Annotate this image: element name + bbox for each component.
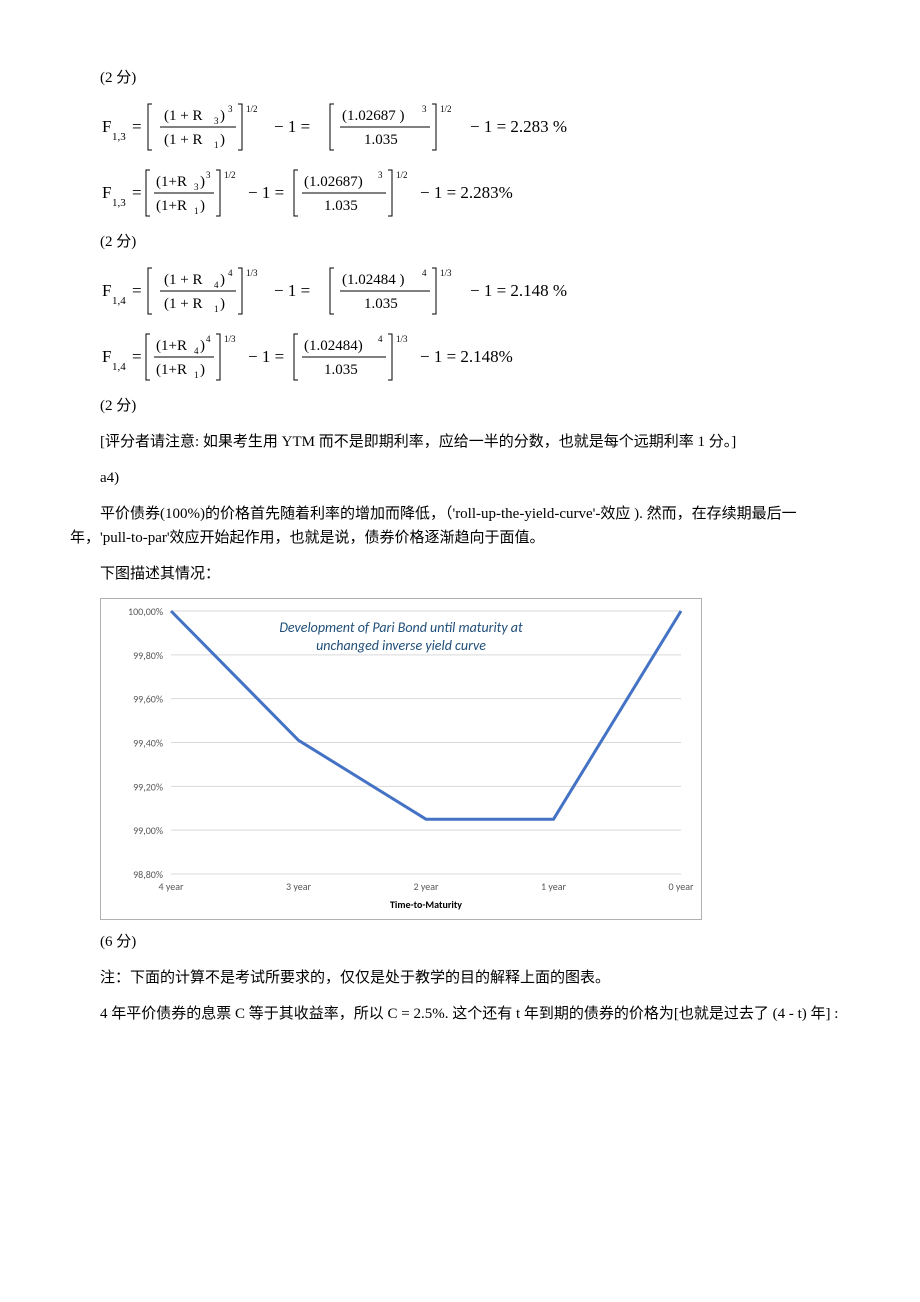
svg-text:3: 3	[228, 104, 233, 114]
svg-text:(1+R: (1+R	[156, 362, 187, 378]
svg-text:1/2: 1/2	[396, 170, 408, 180]
svg-text:=: =	[132, 117, 142, 136]
formula-f13-tight: F 1,3 = (1+R 3 ) 3 (1+R 1 ) 1/2 − 1 = (1…	[102, 164, 850, 222]
svg-text:4: 4	[228, 268, 233, 278]
svg-text:3: 3	[378, 170, 383, 180]
svg-text:1/2: 1/2	[246, 104, 258, 114]
svg-text:− 1 =: − 1 =	[248, 183, 284, 202]
svg-text:3: 3	[422, 104, 427, 114]
svg-text:1.035: 1.035	[324, 198, 358, 214]
svg-text:(1.02484 ): (1.02484 )	[342, 272, 405, 288]
svg-text:): )	[200, 362, 205, 378]
coupon-explain: 4 年平价债券的息票 C 等于其收益率，所以 C = 2.5%. 这个还有 t …	[70, 1002, 850, 1026]
svg-text:(1 + R: (1 + R	[164, 132, 202, 148]
svg-text:(1.02687): (1.02687)	[304, 174, 363, 190]
svg-text:1/3: 1/3	[224, 334, 236, 344]
svg-text:(1 + R: (1 + R	[164, 272, 202, 288]
svg-text:4: 4	[214, 280, 219, 290]
score-2-a: (2 分)	[100, 66, 850, 90]
svg-text:1.035: 1.035	[364, 132, 398, 148]
svg-text:1,4: 1,4	[112, 295, 126, 307]
chart-title: Development of Pari Bond until maturity …	[101, 619, 701, 655]
formula-f14-wide: F 1,4 = (1 + R 4 ) 4 (1 + R 1 ) 1/3 − 1 …	[102, 262, 850, 320]
svg-text:1/3: 1/3	[396, 334, 408, 344]
svg-text:− 1 = 2.148%: − 1 = 2.148%	[420, 347, 513, 366]
formula-f13-wide: F 1,3 = (1 + R 3 ) 3 (1 + R 1 ) 1/2 − 1 …	[102, 98, 850, 156]
svg-text:4: 4	[194, 346, 199, 356]
formula-f14-tight: F 1,4 = (1+R 4 ) 4 (1+R 1 ) 1/3 − 1 = (1…	[102, 328, 850, 386]
svg-text:4: 4	[206, 334, 211, 344]
svg-text:F: F	[102, 183, 111, 202]
svg-text:1/2: 1/2	[440, 104, 452, 114]
note-ytm: [评分者请注意: 如果考生用 YTM 而不是即期利率，应给一半的分数，也就是每个…	[70, 430, 850, 454]
svg-text:): )	[220, 132, 225, 148]
svg-text:1: 1	[194, 206, 199, 216]
svg-text:(1+R: (1+R	[156, 198, 187, 214]
svg-text:99,20%: 99,20%	[133, 780, 163, 793]
score-2-c: (2 分)	[100, 394, 850, 418]
svg-text:=: =	[132, 183, 142, 202]
svg-text:4: 4	[422, 268, 427, 278]
svg-text:): )	[200, 174, 205, 190]
svg-text:): )	[200, 198, 205, 214]
svg-text:): )	[200, 338, 205, 354]
svg-text:99,00%: 99,00%	[133, 824, 163, 837]
svg-text:99,40%: 99,40%	[133, 737, 163, 750]
svg-text:(1.02687 ): (1.02687 )	[342, 108, 405, 124]
svg-text:(1.02484): (1.02484)	[304, 338, 363, 354]
svg-text:99,60%: 99,60%	[133, 693, 163, 706]
svg-text:− 1 =: − 1 =	[274, 117, 310, 136]
svg-text:100,00%: 100,00%	[128, 605, 163, 618]
svg-text:− 1 =: − 1 =	[274, 281, 310, 300]
svg-text:1,3: 1,3	[112, 197, 126, 209]
svg-text:− 1 = 2.283%: − 1 = 2.283%	[420, 183, 513, 202]
svg-text:(1 + R: (1 + R	[164, 296, 202, 312]
svg-text:3: 3	[206, 170, 211, 180]
teaching-note: 注：下面的计算不是考试所要求的，仅仅是处于教学的目的解释上面的图表。	[70, 966, 850, 990]
svg-text:1,4: 1,4	[112, 361, 126, 373]
svg-text:1/3: 1/3	[440, 268, 452, 278]
svg-text:1: 1	[194, 370, 199, 380]
svg-text:1.035: 1.035	[364, 296, 398, 312]
svg-text:− 1 = 2.148 %: − 1 = 2.148 %	[470, 281, 567, 300]
svg-text:0 year: 0 year	[669, 880, 694, 893]
svg-text:): )	[220, 296, 225, 312]
svg-text:F: F	[102, 117, 111, 136]
svg-text:F: F	[102, 281, 111, 300]
svg-text:4 year: 4 year	[159, 880, 184, 893]
svg-text:− 1 = 2.283 %: − 1 = 2.283 %	[470, 117, 567, 136]
svg-text:1 year: 1 year	[541, 880, 566, 893]
svg-text:F: F	[102, 347, 111, 366]
svg-text:2 year: 2 year	[414, 880, 439, 893]
svg-text:=: =	[132, 347, 142, 366]
svg-text:(1 + R: (1 + R	[164, 108, 202, 124]
score-2-b: (2 分)	[100, 230, 850, 254]
chart-title-l1: Development of Pari Bond until maturity …	[279, 619, 522, 636]
svg-text:1/3: 1/3	[246, 268, 258, 278]
svg-text:− 1 =: − 1 =	[248, 347, 284, 366]
svg-text:Time-to-Maturity: Time-to-Maturity	[390, 898, 462, 911]
svg-text:(1+R: (1+R	[156, 338, 187, 354]
svg-text:): )	[220, 108, 225, 124]
svg-text:(1+R: (1+R	[156, 174, 187, 190]
f13-sub: 1,3	[112, 131, 126, 143]
heading-a4: a4)	[70, 466, 850, 490]
svg-text:): )	[220, 272, 225, 288]
svg-text:1: 1	[214, 140, 219, 150]
svg-text:3: 3	[194, 182, 199, 192]
svg-text:1: 1	[214, 304, 219, 314]
par-bond-explain: 平价债券(100%)的价格首先随着利率的增加而降低，（'roll-up-the-…	[70, 502, 850, 550]
svg-text:4: 4	[378, 334, 383, 344]
chart-title-l2: unchanged inverse yield curve	[316, 637, 486, 654]
pari-bond-chart: 98,80%99,00%99,20%99,40%99,60%99,80%100,…	[100, 598, 702, 920]
svg-text:1.035: 1.035	[324, 362, 358, 378]
svg-text:=: =	[132, 281, 142, 300]
svg-text:3: 3	[214, 116, 219, 126]
svg-text:1/2: 1/2	[224, 170, 236, 180]
svg-text:3 year: 3 year	[286, 880, 311, 893]
score-6: (6 分)	[100, 930, 850, 954]
chart-intro: 下图描述其情况：	[70, 562, 850, 586]
